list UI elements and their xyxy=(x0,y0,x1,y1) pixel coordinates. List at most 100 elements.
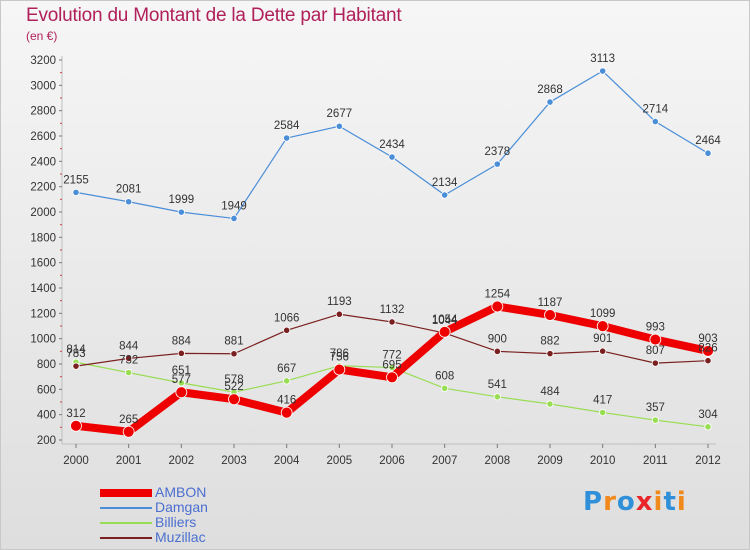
data-label-ambon: 1099 xyxy=(590,308,616,320)
data-label-damgan: 2464 xyxy=(695,135,721,147)
data-point-billiers xyxy=(704,423,712,431)
data-point-ambon xyxy=(438,325,451,338)
data-label-muzillac: 882 xyxy=(540,336,559,348)
y-tick-label: 2400 xyxy=(30,156,56,168)
data-point-damgan xyxy=(493,160,501,168)
data-point-damgan xyxy=(441,191,449,199)
data-label-ambon: 312 xyxy=(66,408,85,420)
data-point-muzillac xyxy=(704,357,712,365)
y-tick-label: 3200 xyxy=(30,55,56,67)
data-point-damgan xyxy=(283,134,291,142)
y-tick-label: 1200 xyxy=(30,308,56,320)
data-label-damgan: 2134 xyxy=(432,177,458,189)
legend-label: AMBON xyxy=(155,484,207,500)
data-label-billiers: 786 xyxy=(330,348,349,360)
x-tick-label: 2003 xyxy=(221,455,247,467)
data-point-billiers xyxy=(283,377,291,385)
data-point-muzillac xyxy=(651,359,659,367)
data-point-muzillac xyxy=(283,326,291,334)
legend-swatch xyxy=(100,537,152,539)
data-point-damgan xyxy=(599,67,607,75)
data-label-ambon: 265 xyxy=(119,414,138,426)
data-point-ambon xyxy=(386,371,398,384)
chart-title: Evolution du Montant de la Dette par Hab… xyxy=(26,5,402,26)
x-tick-label: 2001 xyxy=(116,455,142,467)
data-label-damgan: 2868 xyxy=(537,84,563,96)
data-point-damgan xyxy=(704,149,712,157)
data-label-muzillac: 1193 xyxy=(327,296,352,308)
data-point-muzillac xyxy=(335,310,343,318)
data-label-muzillac: 844 xyxy=(119,340,139,352)
data-label-muzillac: 783 xyxy=(66,348,85,360)
x-tick-label: 2006 xyxy=(379,455,405,467)
x-tick-label: 2007 xyxy=(432,455,458,467)
data-label-ambon: 416 xyxy=(277,395,296,407)
data-point-billiers xyxy=(546,400,554,408)
data-label-billiers: 667 xyxy=(277,363,296,375)
logo-letter: t xyxy=(663,487,677,517)
data-point-damgan xyxy=(651,117,659,126)
y-tick-label: 1400 xyxy=(30,283,56,295)
data-label-ambon: 756 xyxy=(330,352,349,364)
data-label-damgan: 2155 xyxy=(63,174,89,186)
data-label-billiers: 578 xyxy=(224,374,243,386)
data-point-ambon xyxy=(544,309,556,321)
data-label-muzillac: 807 xyxy=(646,345,665,357)
data-label-muzillac: 881 xyxy=(224,336,243,348)
data-point-ambon xyxy=(70,419,82,432)
data-point-ambon xyxy=(280,406,293,419)
data-point-damgan xyxy=(125,198,133,206)
data-label-billiers: 541 xyxy=(488,379,507,391)
data-label-ambon: 522 xyxy=(224,381,243,393)
data-point-ambon xyxy=(122,425,135,438)
data-point-damgan xyxy=(546,98,554,106)
x-tick-label: 2005 xyxy=(327,455,353,467)
y-tick-label: 2800 xyxy=(30,106,56,118)
data-point-damgan xyxy=(177,208,185,216)
legend-item-damgan: Damgan xyxy=(100,500,300,515)
logo-letter: x xyxy=(635,487,654,517)
y-tick-label: 600 xyxy=(37,384,56,396)
data-point-muzillac xyxy=(72,362,80,370)
data-label-muzillac: 884 xyxy=(172,335,192,347)
data-point-ambon xyxy=(228,393,240,406)
data-label-billiers: 484 xyxy=(540,386,560,398)
data-label-damgan: 2378 xyxy=(485,146,511,158)
y-tick-label: 1000 xyxy=(30,334,56,346)
data-point-damgan xyxy=(72,188,80,196)
chart-legend: AMBON Damgan Billiers Muzillac xyxy=(100,485,300,545)
data-label-damgan: 1999 xyxy=(169,194,195,206)
x-tick-label: 2012 xyxy=(695,455,721,467)
data-label-billiers: 304 xyxy=(698,409,718,421)
legend-item-billiers: Billiers xyxy=(100,515,300,530)
y-tick-label: 400 xyxy=(37,410,56,422)
data-label-damgan: 2434 xyxy=(379,139,405,151)
x-tick-label: 2004 xyxy=(274,455,300,467)
logo-letter: P xyxy=(583,487,604,517)
data-point-muzillac xyxy=(125,354,133,363)
legend-swatch xyxy=(100,507,152,509)
data-label-ambon: 1187 xyxy=(538,297,563,309)
data-point-muzillac xyxy=(230,350,238,358)
data-label-muzillac: 900 xyxy=(488,333,507,345)
data-label-billiers: 608 xyxy=(435,370,454,382)
data-label-muzillac: 1132 xyxy=(380,304,405,316)
data-point-billiers xyxy=(388,363,396,372)
data-label-ambon: 993 xyxy=(646,322,665,334)
logo-letter: o xyxy=(616,487,636,517)
y-tick-label: 1800 xyxy=(30,232,56,244)
legend-item-ambon: AMBON xyxy=(100,485,300,500)
data-label-ambon: 695 xyxy=(382,359,401,371)
legend-label: Muzillac xyxy=(155,529,206,545)
data-label-ambon: 1254 xyxy=(485,288,511,300)
data-label-damgan: 1949 xyxy=(221,200,247,212)
data-label-muzillac: 826 xyxy=(698,343,717,355)
y-tick-label: 2600 xyxy=(30,131,56,143)
data-point-ambon xyxy=(649,333,662,346)
legend-label: Billiers xyxy=(155,514,197,530)
data-point-muzillac xyxy=(177,349,185,357)
legend-swatch xyxy=(100,489,152,497)
y-tick-label: 800 xyxy=(37,359,56,371)
data-label-billiers: 732 xyxy=(119,355,138,367)
